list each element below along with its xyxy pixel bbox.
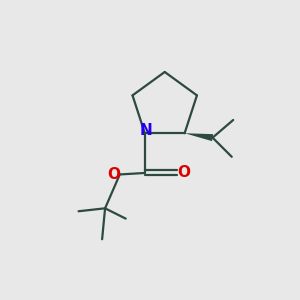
Text: N: N [140, 123, 153, 138]
Text: O: O [107, 167, 120, 182]
Polygon shape [184, 133, 213, 141]
Text: O: O [177, 166, 190, 181]
